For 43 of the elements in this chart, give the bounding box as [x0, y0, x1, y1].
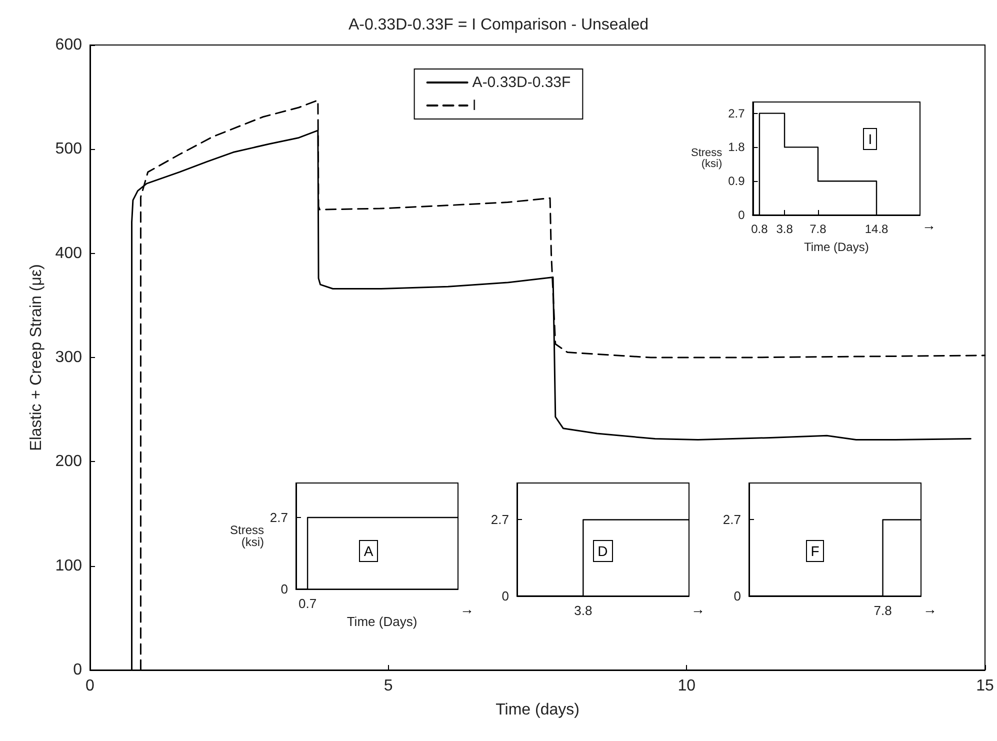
x-tick-label: 14.8 [864, 222, 889, 236]
x-tick-label: 3.8 [776, 222, 794, 236]
annotation: → [691, 601, 705, 617]
y-tick-label: 0 [738, 208, 746, 222]
annotation: F [806, 540, 824, 562]
y-tick-label: 2.7 [728, 106, 746, 120]
y-axis-title: Stress (ksi) [690, 147, 723, 170]
y-axis-title: Stress (ksi) [230, 523, 264, 550]
y-tick-label: 1.8 [728, 140, 746, 154]
y-tick-label: 600 [55, 36, 82, 54]
y-tick-label: 400 [55, 244, 82, 262]
y-tick-label: 300 [55, 349, 82, 366]
x-tick-label: 0 [86, 678, 95, 694]
x-tick-label: 0.7 [298, 596, 317, 612]
x-tick-label: 10 [678, 678, 696, 694]
annotation: I [863, 128, 878, 150]
legend-label: A-0.33D-0.33F [472, 74, 571, 91]
annotation: A [358, 540, 378, 562]
chart-title: A-0.33D-0.33F = I Comparison - Unsealed [348, 16, 649, 34]
legend-label: I [472, 97, 476, 114]
y-tick-label: 2.7 [270, 510, 288, 525]
y-axis-title: Elastic + Creep Strain (με) [28, 264, 45, 451]
x-axis-title: Time (days) [496, 702, 580, 718]
annotation: → [922, 217, 936, 233]
x-tick-label: 5 [384, 678, 393, 694]
y-tick-label: 2.7 [490, 512, 509, 528]
annotation: → [923, 601, 937, 617]
x-tick-label: 7.8 [874, 603, 892, 618]
y-tick-label: 100 [55, 557, 82, 574]
x-tick-label: 7.8 [810, 222, 827, 236]
annotation: D [592, 540, 613, 562]
y-tick-label: 200 [55, 453, 82, 470]
y-tick-label: 0 [73, 662, 82, 678]
y-tick-label: 2.7 [722, 512, 741, 528]
y-tick-label: 0.9 [728, 174, 746, 188]
y-tick-label: 0 [734, 588, 741, 604]
x-tick-label: 0.8 [751, 222, 768, 236]
x-tick-label: 15 [976, 678, 994, 694]
x-axis-title: Time (Days) [804, 240, 869, 254]
annotation: → [460, 601, 474, 617]
x-axis-title: Time (Days) [346, 614, 418, 629]
x-tick-label: 3.8 [574, 603, 592, 618]
y-tick-label: 500 [55, 140, 82, 158]
